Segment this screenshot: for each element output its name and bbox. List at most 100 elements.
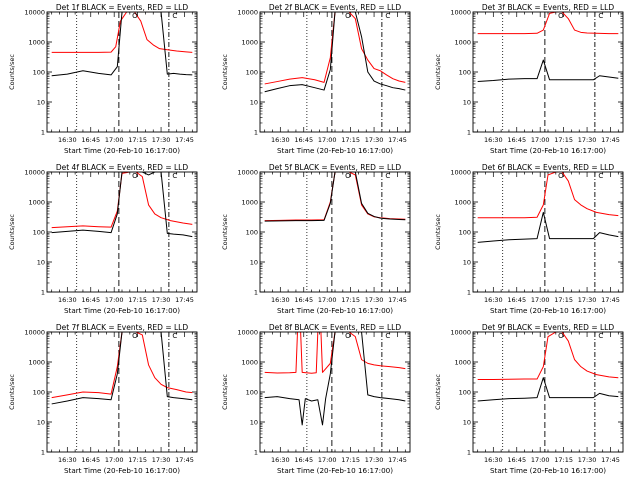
x-tick-label: 17:30 bbox=[365, 136, 384, 144]
x-axis-label: Start Time (20-Feb-10 16:17:00) bbox=[277, 306, 393, 315]
y-tick-label: 1000 bbox=[28, 39, 45, 47]
x-tick-label: 17:45 bbox=[601, 136, 620, 144]
series-group bbox=[264, 172, 406, 222]
x-tick-label: 16:30 bbox=[271, 136, 290, 144]
x-tick-label: 16:45 bbox=[294, 136, 313, 144]
y-axis-label: Counts/sec bbox=[221, 54, 229, 90]
x-tick-label: 17:15 bbox=[341, 136, 360, 144]
x-tick-label: 16:45 bbox=[294, 456, 313, 464]
marker-o: O bbox=[345, 12, 351, 20]
plot-frame bbox=[472, 11, 624, 133]
detector-panel-3: Det 3f BLACK = Events, RED = LLD Counts/s… bbox=[434, 3, 624, 155]
events-series-line bbox=[51, 172, 193, 238]
x-axis-label: Start Time (20-Feb-10 16:17:00) bbox=[490, 146, 606, 155]
y-axis-label: Counts/sec bbox=[221, 374, 229, 410]
y-tick-label: 1000 bbox=[241, 359, 258, 367]
plot-frame bbox=[46, 11, 198, 133]
panel-title: Det 1f BLACK = Events, RED = LLD bbox=[56, 3, 189, 12]
x-tick-label: 17:00 bbox=[318, 456, 337, 464]
lld-series-line bbox=[51, 332, 193, 399]
series-group bbox=[51, 12, 193, 77]
plot-frame bbox=[46, 171, 198, 293]
plot-frame bbox=[46, 331, 198, 453]
x-axis-label: Start Time (20-Feb-10 16:17:00) bbox=[277, 146, 393, 155]
x-tick-label: 17:00 bbox=[318, 136, 337, 144]
x-tick-label: 17:15 bbox=[341, 456, 360, 464]
series-group bbox=[264, 12, 406, 93]
events-series-line bbox=[264, 332, 406, 426]
detector-panel-9: Det 9f BLACK = Events, RED = LLD Counts/s… bbox=[434, 323, 624, 475]
y-tick-label: 10000 bbox=[24, 9, 45, 17]
x-tick-label: 17:00 bbox=[105, 296, 124, 304]
x-tick-label: 17:45 bbox=[175, 136, 194, 144]
y-tick-label: 1 bbox=[254, 289, 258, 297]
detector-panel-2: Det 2f BLACK = Events, RED = LLD Counts/s… bbox=[221, 3, 411, 155]
events-series-line bbox=[477, 59, 619, 83]
x-tick-label: 17:15 bbox=[554, 456, 573, 464]
y-tick-label: 10 bbox=[463, 99, 471, 107]
y-tick-label: 1000 bbox=[454, 359, 471, 367]
y-tick-label: 10 bbox=[37, 259, 45, 267]
y-tick-label: 10000 bbox=[237, 329, 258, 337]
x-tick-label: 16:45 bbox=[507, 296, 526, 304]
plot-frame bbox=[259, 171, 411, 293]
x-axis-label: Start Time (20-Feb-10 16:17:00) bbox=[64, 306, 180, 315]
x-tick-label: 17:00 bbox=[531, 296, 550, 304]
x-tick-label: 17:15 bbox=[341, 296, 360, 304]
y-tick-label: 100 bbox=[246, 229, 258, 237]
x-tick-label: 16:30 bbox=[271, 296, 290, 304]
y-axis-label: Counts/sec bbox=[8, 54, 16, 90]
panel-title: Det 3f BLACK = Events, RED = LLD bbox=[482, 3, 615, 12]
x-axis-label: Start Time (20-Feb-10 16:17:00) bbox=[277, 466, 393, 475]
y-tick-label: 10000 bbox=[237, 169, 258, 177]
x-tick-label: 16:30 bbox=[484, 136, 503, 144]
y-tick-label: 1 bbox=[41, 449, 45, 457]
x-tick-label: 17:45 bbox=[175, 456, 194, 464]
plot-frame bbox=[472, 331, 624, 453]
x-tick-label: 17:45 bbox=[388, 456, 407, 464]
x-tick-label: 17:30 bbox=[365, 296, 384, 304]
lld-series-line bbox=[51, 172, 193, 229]
series-group bbox=[477, 172, 619, 243]
x-tick-label: 16:45 bbox=[81, 456, 100, 464]
panel-title: Det 4f BLACK = Events, RED = LLD bbox=[56, 163, 189, 172]
marker-c: C bbox=[385, 332, 390, 340]
detector-panel-5: Det 5f BLACK = Events, RED = LLD Counts/s… bbox=[221, 163, 411, 315]
y-tick-label: 1 bbox=[41, 289, 45, 297]
marker-c: C bbox=[385, 172, 390, 180]
y-tick-label: 100 bbox=[246, 69, 258, 77]
marker-o: O bbox=[345, 172, 351, 180]
series-group bbox=[477, 12, 619, 83]
x-axis-label: Start Time (20-Feb-10 16:17:00) bbox=[64, 466, 180, 475]
marker-o: O bbox=[345, 332, 351, 340]
lld-series-line bbox=[264, 12, 406, 85]
y-tick-label: 10000 bbox=[450, 9, 471, 17]
x-tick-label: 17:00 bbox=[531, 136, 550, 144]
y-tick-label: 10 bbox=[250, 419, 258, 427]
lld-series-line bbox=[51, 12, 193, 53]
x-tick-label: 17:30 bbox=[365, 456, 384, 464]
panel-title: Det 6f BLACK = Events, RED = LLD bbox=[482, 163, 615, 172]
y-tick-label: 1 bbox=[467, 449, 471, 457]
x-tick-label: 17:15 bbox=[554, 296, 573, 304]
x-tick-label: 17:15 bbox=[554, 136, 573, 144]
marker-c: C bbox=[385, 12, 390, 20]
y-axis-label: Counts/sec bbox=[8, 214, 16, 250]
x-tick-label: 17:30 bbox=[578, 456, 597, 464]
x-tick-label: 17:15 bbox=[128, 296, 147, 304]
y-tick-label: 10000 bbox=[450, 169, 471, 177]
marker-o: O bbox=[558, 12, 564, 20]
y-tick-label: 100 bbox=[459, 389, 471, 397]
series-group bbox=[51, 172, 193, 238]
events-series-line bbox=[477, 211, 619, 243]
y-tick-label: 100 bbox=[33, 69, 45, 77]
marker-c: C bbox=[598, 172, 603, 180]
panel-title: Det 8f BLACK = Events, RED = LLD bbox=[269, 323, 402, 332]
lld-series-line bbox=[264, 332, 406, 374]
detector-panel-7: Det 7f BLACK = Events, RED = LLD Counts/s… bbox=[8, 323, 198, 475]
x-tick-label: 16:45 bbox=[294, 296, 313, 304]
y-tick-label: 1 bbox=[467, 289, 471, 297]
marker-c: C bbox=[598, 12, 603, 20]
x-tick-label: 16:45 bbox=[81, 136, 100, 144]
y-tick-label: 1000 bbox=[241, 199, 258, 207]
